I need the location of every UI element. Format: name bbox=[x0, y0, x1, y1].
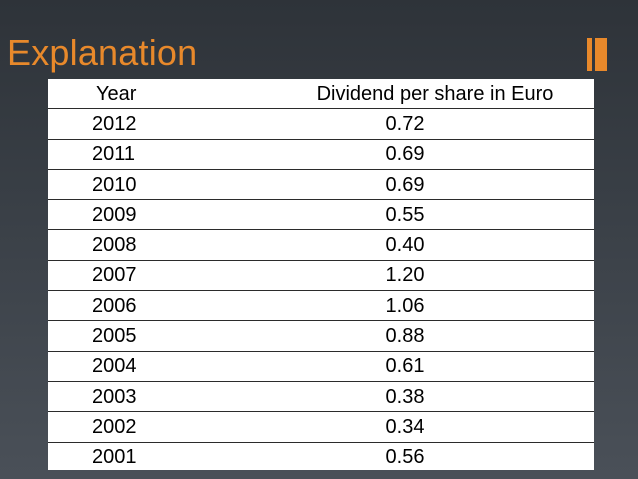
cell-dividend: 0.38 bbox=[256, 380, 594, 412]
table-row: 2007 1.20 bbox=[48, 259, 594, 291]
cell-dividend: 0.88 bbox=[256, 320, 594, 352]
table-header-row: Year Dividend per share in Euro bbox=[48, 79, 594, 109]
table-row: 2012 0.72 bbox=[48, 108, 594, 140]
table-row: 2003 0.38 bbox=[48, 380, 594, 412]
cell-year: 2011 bbox=[48, 138, 256, 170]
cell-year: 2004 bbox=[48, 350, 256, 382]
cell-year: 2001 bbox=[48, 441, 256, 472]
cell-dividend: 0.69 bbox=[256, 168, 594, 200]
cell-year: 2009 bbox=[48, 199, 256, 230]
cell-dividend: 0.55 bbox=[256, 199, 594, 230]
cell-dividend: 0.56 bbox=[256, 441, 594, 472]
table-row: 2001 0.56 bbox=[48, 441, 594, 472]
table-row: 2004 0.61 bbox=[48, 350, 594, 382]
slide-title: Explanation bbox=[7, 32, 198, 73]
cell-dividend: 0.61 bbox=[256, 350, 594, 382]
cell-year: 2002 bbox=[48, 411, 256, 443]
table-row: 2005 0.88 bbox=[48, 320, 594, 352]
cell-dividend: 0.72 bbox=[256, 108, 594, 140]
cell-year: 2005 bbox=[48, 320, 256, 352]
cell-year: 2007 bbox=[48, 259, 256, 291]
dividend-table: Year Dividend per share in Euro 2012 0.7… bbox=[48, 79, 594, 472]
cell-year: 2006 bbox=[48, 290, 256, 321]
cell-year: 2010 bbox=[48, 168, 256, 200]
cell-year: 2003 bbox=[48, 380, 256, 412]
table-row: 2008 0.40 bbox=[48, 229, 594, 261]
header-dividend: Dividend per share in Euro bbox=[316, 82, 554, 105]
cell-dividend: 1.06 bbox=[256, 290, 594, 321]
cell-dividend: 1.20 bbox=[256, 259, 594, 291]
table-row: 2002 0.34 bbox=[48, 411, 594, 443]
cell-year: 2012 bbox=[48, 108, 256, 140]
cell-dividend: 0.40 bbox=[256, 229, 594, 261]
accent-bar-thin bbox=[587, 38, 592, 71]
table-row: 2010 0.69 bbox=[48, 168, 594, 200]
cell-year: 2008 bbox=[48, 229, 256, 261]
accent-bar-thick bbox=[595, 38, 607, 71]
table-row: 2006 1.06 bbox=[48, 290, 594, 321]
header-year: Year bbox=[96, 82, 137, 105]
table-row: 2011 0.69 bbox=[48, 138, 594, 170]
table-row: 2009 0.55 bbox=[48, 199, 594, 230]
cell-dividend: 0.34 bbox=[256, 411, 594, 443]
cell-dividend: 0.69 bbox=[256, 138, 594, 170]
